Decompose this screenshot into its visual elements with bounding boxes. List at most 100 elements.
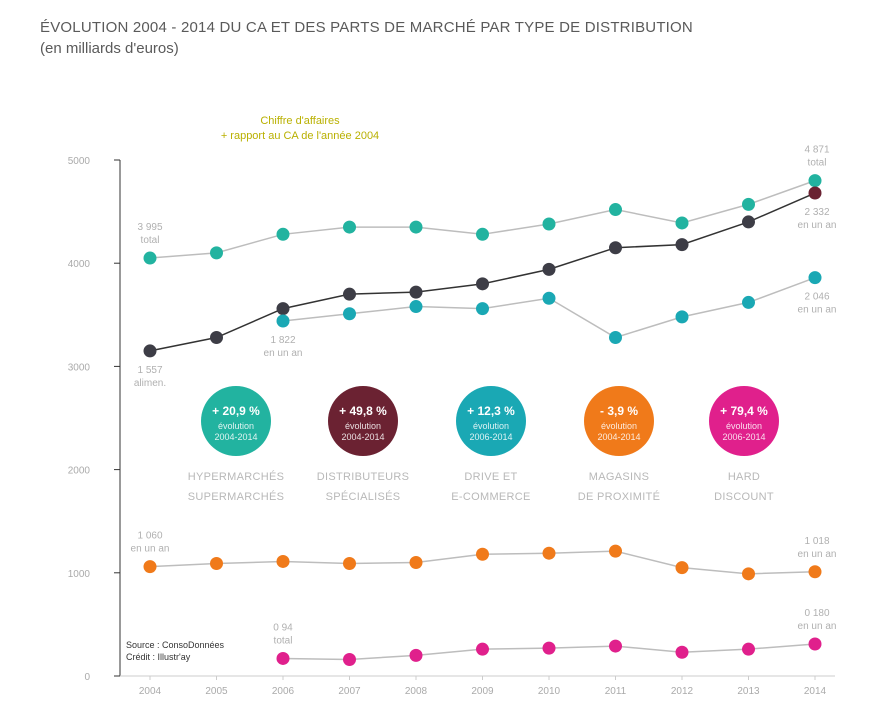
data-point-proxi — [609, 544, 622, 558]
category-name-1: DRIVE ET — [464, 471, 517, 483]
data-label-grandes: 2 332 — [804, 207, 829, 218]
data-point-hard — [276, 651, 290, 665]
bubble-percent: + 20,9 % — [212, 404, 260, 418]
data-point-drive — [542, 291, 556, 305]
data-point-proxi — [476, 547, 489, 561]
bubble-subtitle-2: 2004-2014 — [597, 432, 640, 442]
data-label-proxi: en un an — [131, 544, 170, 555]
category-name-1: DISTRIBUTEURS — [317, 471, 410, 483]
data-point-drive — [742, 295, 755, 309]
data-label-hard: 0 94 — [273, 622, 293, 633]
chart-subtitle: (en milliards d'euros) — [40, 40, 179, 57]
bubble-drive — [456, 386, 526, 456]
y-tick-label: 5000 — [68, 156, 91, 167]
data-point-hard — [675, 645, 689, 659]
data-point-proxi — [542, 546, 556, 560]
data-point-grandes — [675, 238, 689, 252]
bubble-total — [201, 386, 271, 456]
x-tick-label: 2009 — [471, 686, 494, 697]
data-label-hard: en un an — [798, 621, 837, 632]
bubble-subtitle-1: évolution — [601, 421, 637, 431]
data-label-drive: 1 822 — [270, 335, 295, 346]
bubble-subtitle-1: évolution — [726, 421, 762, 431]
data-point-proxi — [808, 565, 822, 579]
x-tick-label: 2004 — [139, 686, 162, 697]
source-line: Source : ConsoDonnées — [126, 640, 225, 650]
x-tick-label: 2007 — [338, 686, 361, 697]
data-point-hard — [343, 652, 356, 666]
series-line-grandes — [149, 192, 816, 352]
bubble-proxi — [584, 386, 654, 456]
data-point-drive — [476, 302, 489, 316]
bubble-percent: + 79,4 % — [720, 404, 768, 418]
data-point-grandes — [210, 331, 223, 345]
data-point-hard — [476, 642, 489, 656]
source-credit: Source : ConsoDonnées Crédit : Illustr'a… — [126, 639, 224, 663]
data-point-drive — [675, 310, 689, 324]
bubble-subtitle-2: 2004-2014 — [214, 432, 257, 442]
category-name-2: DISCOUNT — [714, 491, 774, 503]
category-name-1: HARD — [728, 471, 760, 483]
bubble-subtitle-1: évolution — [218, 421, 254, 431]
data-label-drive: en un an — [264, 348, 303, 359]
data-point-drive — [808, 271, 822, 285]
y-tick-label: 4000 — [68, 259, 91, 270]
data-point-hard — [609, 639, 622, 653]
series-line-total — [149, 179, 816, 259]
bubble-percent: + 49,8 % — [339, 404, 387, 418]
y-tick-label: 2000 — [68, 466, 91, 477]
data-point-grandes — [143, 344, 157, 358]
data-point-total — [476, 227, 489, 241]
note-line-2: + rapport au CA de l'année 2004 — [220, 130, 380, 142]
data-label-hard: 0 180 — [804, 608, 829, 619]
data-point-total — [542, 217, 556, 231]
category-name-1: MAGASINS — [589, 471, 649, 483]
category-name-2: SPÉCIALISÉS — [326, 490, 401, 503]
data-label-total: 3 995 — [137, 222, 162, 233]
bubble-subtitle-2: 2006-2014 — [722, 432, 765, 442]
data-point-total — [210, 246, 223, 260]
category-name-2: DE PROXIMITÉ — [578, 490, 660, 503]
data-point-grandes — [476, 277, 489, 291]
data-point-total — [808, 174, 822, 188]
y-tick-label: 1000 — [68, 569, 91, 580]
data-point-total — [409, 220, 423, 234]
data-point-hard — [742, 642, 755, 656]
series-line-drive — [282, 276, 816, 339]
bubble-grandes — [328, 386, 398, 456]
data-point-proxi — [675, 561, 689, 575]
data-point-total — [276, 227, 290, 241]
data-point-hard — [542, 641, 556, 655]
note-line-1: Chiffre d'affaires — [260, 115, 340, 127]
bubble-subtitle-1: évolution — [345, 421, 381, 431]
data-label-total: 4 871 — [804, 145, 829, 156]
x-tick-label: 2011 — [605, 686, 627, 697]
data-label-hard: total — [274, 635, 293, 646]
data-point-drive — [276, 314, 290, 328]
category-name-2: SUPERMARCHÉS — [188, 490, 285, 503]
data-point-total — [343, 220, 356, 234]
data-point-grandes — [343, 287, 356, 301]
data-point-total — [675, 216, 689, 230]
data-label-grandes: en un an — [798, 220, 837, 231]
credit-line: Crédit : Illustr'ay — [126, 652, 191, 662]
data-point-total — [143, 251, 157, 265]
data-point-grandes — [742, 215, 755, 229]
category-name-1: HYPERMARCHÉS — [188, 470, 285, 483]
x-tick-label: 2012 — [671, 686, 694, 697]
bubble-subtitle-1: évolution — [473, 421, 509, 431]
data-label-grandes: 1 557 — [137, 365, 162, 376]
chart-note: Chiffre d'affaires + rapport au CA de l'… — [180, 114, 420, 144]
y-tick-label: 3000 — [68, 362, 91, 373]
data-point-proxi — [343, 557, 356, 571]
data-point-drive — [409, 300, 423, 314]
data-point-total — [609, 203, 622, 217]
data-label-grandes: alimen. — [134, 378, 166, 389]
data-point-proxi — [742, 567, 755, 581]
data-point-grandes — [808, 186, 822, 200]
data-point-proxi — [409, 555, 423, 569]
data-point-drive — [343, 307, 356, 321]
data-point-proxi — [276, 554, 290, 568]
bubble-subtitle-2: 2006-2014 — [469, 432, 512, 442]
data-point-proxi — [210, 557, 223, 571]
